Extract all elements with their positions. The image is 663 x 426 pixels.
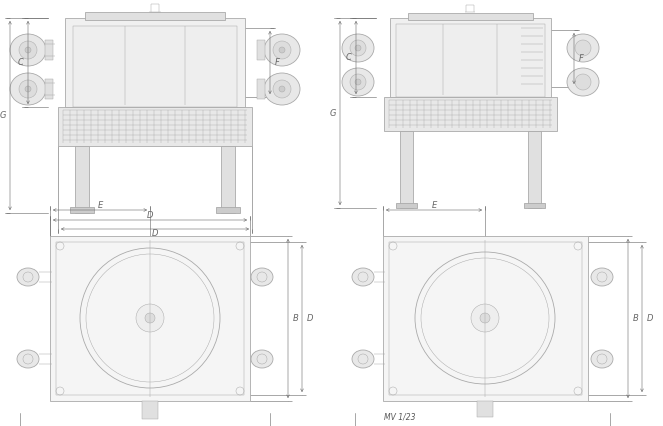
Bar [73, 26, 237, 107]
Ellipse shape [264, 73, 300, 105]
Ellipse shape [591, 350, 613, 368]
Circle shape [25, 86, 31, 92]
Text: D: D [646, 314, 653, 323]
Bar [221, 146, 235, 213]
Bar [58, 107, 252, 146]
Ellipse shape [10, 34, 46, 66]
Bar [383, 236, 588, 401]
Text: B: B [633, 314, 639, 323]
Text: E: E [97, 201, 103, 210]
Bar [396, 24, 545, 97]
Text: MV 1/23: MV 1/23 [385, 413, 416, 422]
Ellipse shape [10, 73, 46, 105]
Bar [257, 40, 265, 60]
Bar [390, 18, 551, 97]
Bar [70, 207, 94, 213]
Bar [257, 79, 265, 99]
Ellipse shape [591, 268, 613, 286]
Text: D: D [307, 314, 313, 323]
Ellipse shape [342, 34, 374, 62]
Ellipse shape [342, 68, 374, 96]
Text: F: F [274, 58, 279, 67]
Circle shape [350, 40, 366, 56]
Circle shape [136, 304, 164, 332]
Bar [65, 18, 245, 107]
Bar [142, 401, 158, 419]
Bar [528, 131, 541, 208]
Ellipse shape [352, 350, 374, 368]
Bar [216, 207, 240, 213]
Circle shape [480, 313, 490, 323]
Ellipse shape [17, 350, 39, 368]
Circle shape [575, 74, 591, 90]
Circle shape [273, 41, 291, 59]
Bar [384, 97, 557, 131]
Bar [85, 12, 225, 20]
Circle shape [355, 79, 361, 85]
Text: E: E [432, 201, 437, 210]
Text: B: B [293, 314, 299, 323]
Bar [75, 146, 89, 213]
Circle shape [19, 41, 37, 59]
Ellipse shape [567, 34, 599, 62]
Ellipse shape [264, 34, 300, 66]
Circle shape [355, 45, 361, 51]
Ellipse shape [251, 268, 273, 286]
Bar [396, 203, 417, 208]
Bar [408, 13, 533, 20]
Bar [389, 242, 582, 395]
Text: D: D [147, 210, 153, 219]
Bar [50, 236, 250, 401]
Bar [524, 203, 545, 208]
Circle shape [19, 80, 37, 98]
Bar [400, 131, 413, 208]
Text: D: D [152, 230, 158, 239]
Ellipse shape [352, 268, 374, 286]
Bar [477, 401, 493, 417]
Text: F: F [579, 54, 583, 63]
Text: C: C [346, 53, 352, 62]
Bar [56, 242, 244, 395]
Circle shape [279, 86, 285, 92]
Circle shape [350, 74, 366, 90]
Circle shape [279, 47, 285, 53]
Bar [45, 79, 53, 99]
Circle shape [145, 313, 155, 323]
Circle shape [25, 47, 31, 53]
Text: G: G [330, 109, 336, 118]
Bar [45, 40, 53, 60]
Circle shape [575, 40, 591, 56]
Ellipse shape [17, 268, 39, 286]
Ellipse shape [567, 68, 599, 96]
Text: C: C [18, 58, 24, 67]
Circle shape [471, 304, 499, 332]
Circle shape [273, 80, 291, 98]
Text: G: G [0, 111, 6, 120]
Ellipse shape [251, 350, 273, 368]
